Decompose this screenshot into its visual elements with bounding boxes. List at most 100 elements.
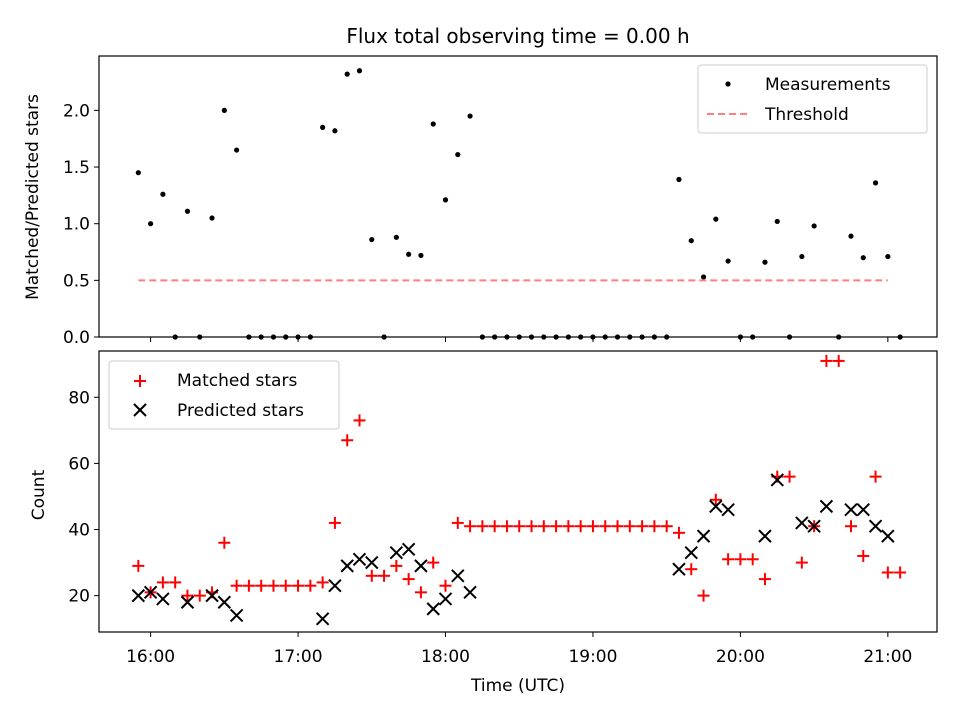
measurement-point [713,216,719,222]
count-legend-box [108,360,340,430]
matched-point [722,553,735,566]
matched-point [488,520,501,533]
measurement-point [799,253,805,260]
chart-title: Flux total observing time = 0.00 h [346,24,689,48]
predicted-point [438,592,453,606]
measurement-point [516,334,522,340]
matched-point [857,549,870,562]
predicted-point [365,555,379,570]
matched-point [500,520,513,533]
matched-point [795,556,808,569]
predicted-point [709,499,723,514]
predicted-point [131,588,146,603]
matched-point [599,520,612,533]
count-y-tick-label: 20 [68,587,90,607]
ratio-y-axis-label: Matched/Predicted stars [23,94,43,300]
matched-point [353,414,366,427]
predicted-point [315,612,330,626]
measurement-point [369,236,375,243]
count-legend: Matched stars Predicted stars [108,360,340,430]
matched-point [709,493,722,506]
measurement-point [762,259,768,265]
matched-point [193,589,206,602]
measurement-point [578,334,584,340]
matched-point [341,434,354,447]
matched-point [562,520,575,533]
matched-point [328,516,341,529]
matched-point [156,576,169,589]
matched-point [672,526,685,539]
matched-point [611,520,624,533]
legend-predicted-marker [133,403,147,417]
measurement-point [688,238,694,244]
predicted-point [696,529,711,543]
ratio-y-tick-label: 1.0 [63,215,90,235]
measurement-point [234,147,240,153]
matched-point [316,576,329,589]
ratio-marks [135,68,903,340]
ratio-y-tick-label: 2.0 [63,101,90,121]
measurement-point [455,151,461,158]
predicted-point [795,516,809,530]
matched-point [537,520,550,533]
matched-point [844,520,857,533]
predicted-point [205,588,219,603]
predicted-point [463,585,477,600]
predicted-point [328,579,342,593]
matched-point [267,579,280,592]
matched-point [439,579,452,592]
legend-predicted-label: Predicted stars [177,401,304,421]
ratio-y-tick-label: 1.5 [63,158,90,178]
measurement-point [258,334,264,340]
measurement-point [737,334,744,340]
legend-threshold-label: Threshold [764,105,849,125]
predicted-point [451,569,465,583]
predicted-point [770,473,784,487]
matched-point [378,569,391,582]
predicted-point [881,529,895,543]
measurement-point [381,334,387,340]
measurement-point [430,121,436,127]
matched-point [550,520,563,533]
x-axis-label: Time (UTC) [470,676,565,696]
matched-point [414,586,427,599]
matched-point [230,579,243,592]
measurement-point [664,334,670,340]
matched-point [218,536,231,549]
measurement-point [270,334,277,340]
measurement-point [283,334,289,340]
ratio-legend-box [697,64,928,134]
matched-point [746,553,759,566]
measurement-point [614,334,621,340]
predicted-point [856,502,870,517]
predicted-point [414,559,428,573]
predicted-point [352,552,367,566]
matched-point [881,566,894,579]
matched-point [574,520,587,533]
count-marks [131,354,907,626]
measurement-point [135,170,141,176]
measurement-point [504,334,510,340]
measurement-point [406,251,412,257]
predicted-point [819,499,834,514]
matched-point [181,589,194,602]
measurement-point [602,334,608,340]
predicted-point [426,602,440,616]
matched-point [660,520,673,533]
measurement-point [148,221,154,227]
matched-point [513,520,526,533]
matched-point [783,470,796,483]
legend-matched-marker [134,375,146,387]
ratio-y-tick-label: 0.0 [63,328,90,348]
matched-point [685,563,698,576]
measurement-point [860,255,866,261]
count-y-ticks: 20 40 60 80 [68,388,99,607]
predicted-point [143,585,158,600]
measurement-point [565,334,571,340]
measurement-point [528,334,535,340]
legend-measurements-marker [725,81,731,87]
measurement-point [885,253,891,260]
matched-point [390,559,403,572]
measurement-point [725,258,731,264]
measurement-point [651,334,657,340]
